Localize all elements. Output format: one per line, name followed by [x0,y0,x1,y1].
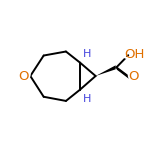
Text: OH: OH [124,48,144,60]
Text: H: H [83,93,91,104]
Text: O: O [127,69,140,84]
Text: O: O [128,70,139,83]
Text: H: H [83,47,94,61]
Text: O: O [17,69,31,83]
Text: OH: OH [121,47,148,62]
Text: O: O [19,69,29,83]
Polygon shape [96,65,116,76]
Text: H: H [83,49,91,59]
Text: H: H [83,92,94,105]
